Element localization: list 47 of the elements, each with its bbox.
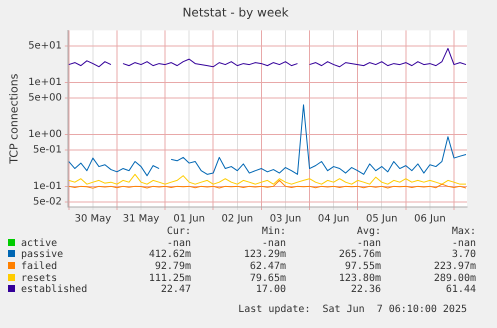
legend-label: failed	[20, 260, 58, 272]
y-tick-label: 5e-01	[32, 144, 62, 156]
text: 22.36	[350, 284, 381, 296]
x-tick-label: 31 May	[122, 214, 160, 225]
legend-label: resets	[20, 272, 58, 284]
y-tick-label: 5e+01	[28, 40, 62, 52]
text: Min:	[260, 226, 286, 238]
x-tick-label: 05 Jun	[366, 214, 398, 225]
text: -nan	[356, 238, 381, 250]
y-tick-label: 5e+00	[28, 92, 62, 104]
text: 265.76m	[338, 249, 381, 261]
x-tick-label: 04 Jun	[318, 214, 350, 225]
text: 97.55m	[344, 260, 381, 272]
text: 412.62m	[148, 249, 191, 261]
chart-title: Netstat - by week	[182, 5, 289, 20]
text: -nan	[450, 238, 476, 250]
text: 61.44	[444, 284, 476, 296]
text: Cur:	[166, 226, 191, 238]
x-tick-label: 30 May	[74, 214, 112, 225]
x-tick-label: 02 Jun	[222, 214, 254, 225]
legend-label: passive	[20, 249, 64, 261]
x-tick-label: 03 Jun	[270, 214, 302, 225]
text: 92.79m	[154, 260, 191, 272]
legend-label: active	[20, 238, 58, 249]
y-axis-title: TCP connections	[7, 73, 20, 165]
text: 62.47m	[248, 260, 286, 272]
text: 289.00m	[432, 272, 476, 284]
y-tick-label: 1e+01	[28, 76, 62, 88]
y-tick-label: 1e-01	[32, 180, 62, 192]
text: 123.29m	[242, 249, 286, 261]
text: Avg:	[356, 226, 381, 238]
text: Max:	[450, 226, 476, 238]
text: 111.25m	[148, 272, 191, 284]
y-tick-label: 5e-02	[32, 196, 62, 208]
text: 123.80m	[338, 272, 381, 284]
text: 79.65m	[248, 272, 286, 284]
legend-label: established	[20, 284, 88, 296]
text: 22.47	[160, 284, 191, 296]
text: 17.00	[254, 284, 286, 296]
text: Last update: Sat Jun 7 06:10:00 2025	[238, 304, 467, 315]
text: 223.97m	[432, 260, 476, 272]
text: -nan	[166, 238, 191, 250]
text: 3.70	[450, 249, 476, 261]
x-tick-label: 01 Jun	[173, 214, 205, 225]
y-tick-label: 1e+00	[28, 128, 62, 140]
text: -nan	[260, 238, 286, 250]
x-tick-label: 06 Jun	[414, 214, 446, 225]
